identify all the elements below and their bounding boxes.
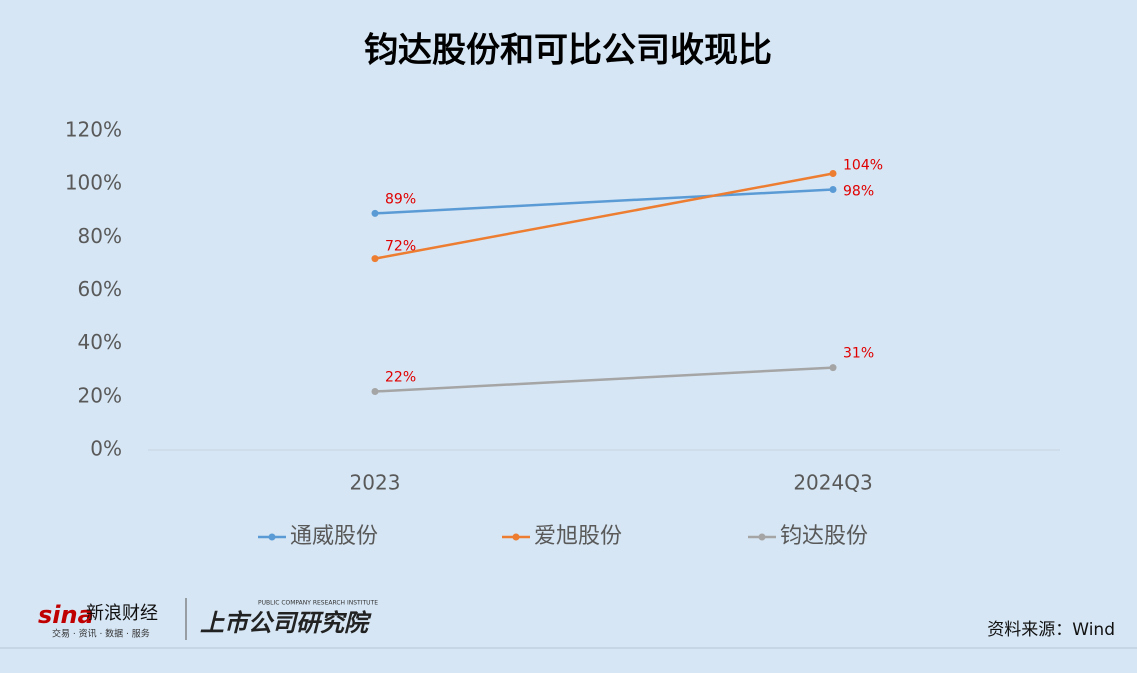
data-label: 89% (385, 191, 416, 207)
source-note: 资料来源：Wind (987, 620, 1115, 640)
legend-label: 通威股份 (290, 524, 378, 549)
legend-label: 钧达股份 (780, 524, 868, 549)
series-line (374, 366, 834, 393)
point (829, 364, 837, 372)
data-label: 72% (385, 239, 416, 255)
series-line (374, 172, 834, 260)
series-line (374, 188, 834, 215)
data-label: 104% (843, 158, 883, 174)
legend-dot (268, 533, 276, 541)
legend-dot (512, 533, 520, 541)
sina-logo: sina (38, 601, 94, 629)
y-tick-label: 100% (65, 171, 122, 195)
y-tick-label: 0% (90, 437, 122, 461)
y-tick-label: 40% (78, 330, 122, 354)
point (829, 185, 837, 193)
point (371, 388, 379, 396)
chart-title: 钧达股份和可比公司收现比 (364, 31, 772, 71)
legend-dot (758, 533, 766, 541)
x-tick-label: 2023 (350, 471, 401, 495)
sina-name: 新浪财经 (86, 603, 158, 624)
data-label: 98% (843, 183, 874, 199)
y-tick-label: 120% (65, 118, 122, 142)
data-label: 22% (385, 370, 416, 386)
institute-name: 上市公司研究院 (200, 609, 372, 637)
point (371, 209, 379, 217)
x-tick-label: 2024Q3 (793, 471, 872, 495)
y-tick-label: 60% (78, 277, 122, 301)
y-tick-label: 80% (78, 224, 122, 248)
data-label: 31% (843, 346, 874, 362)
legend-label: 爱旭股份 (534, 524, 622, 549)
point (371, 255, 379, 263)
sina-tagline: 交易 · 资讯 · 数据 · 服务 (52, 628, 150, 640)
point (829, 170, 837, 178)
y-tick-label: 20% (78, 383, 122, 407)
institute-en: PUBLIC COMPANY RESEARCH INSTITUTE (258, 600, 378, 607)
